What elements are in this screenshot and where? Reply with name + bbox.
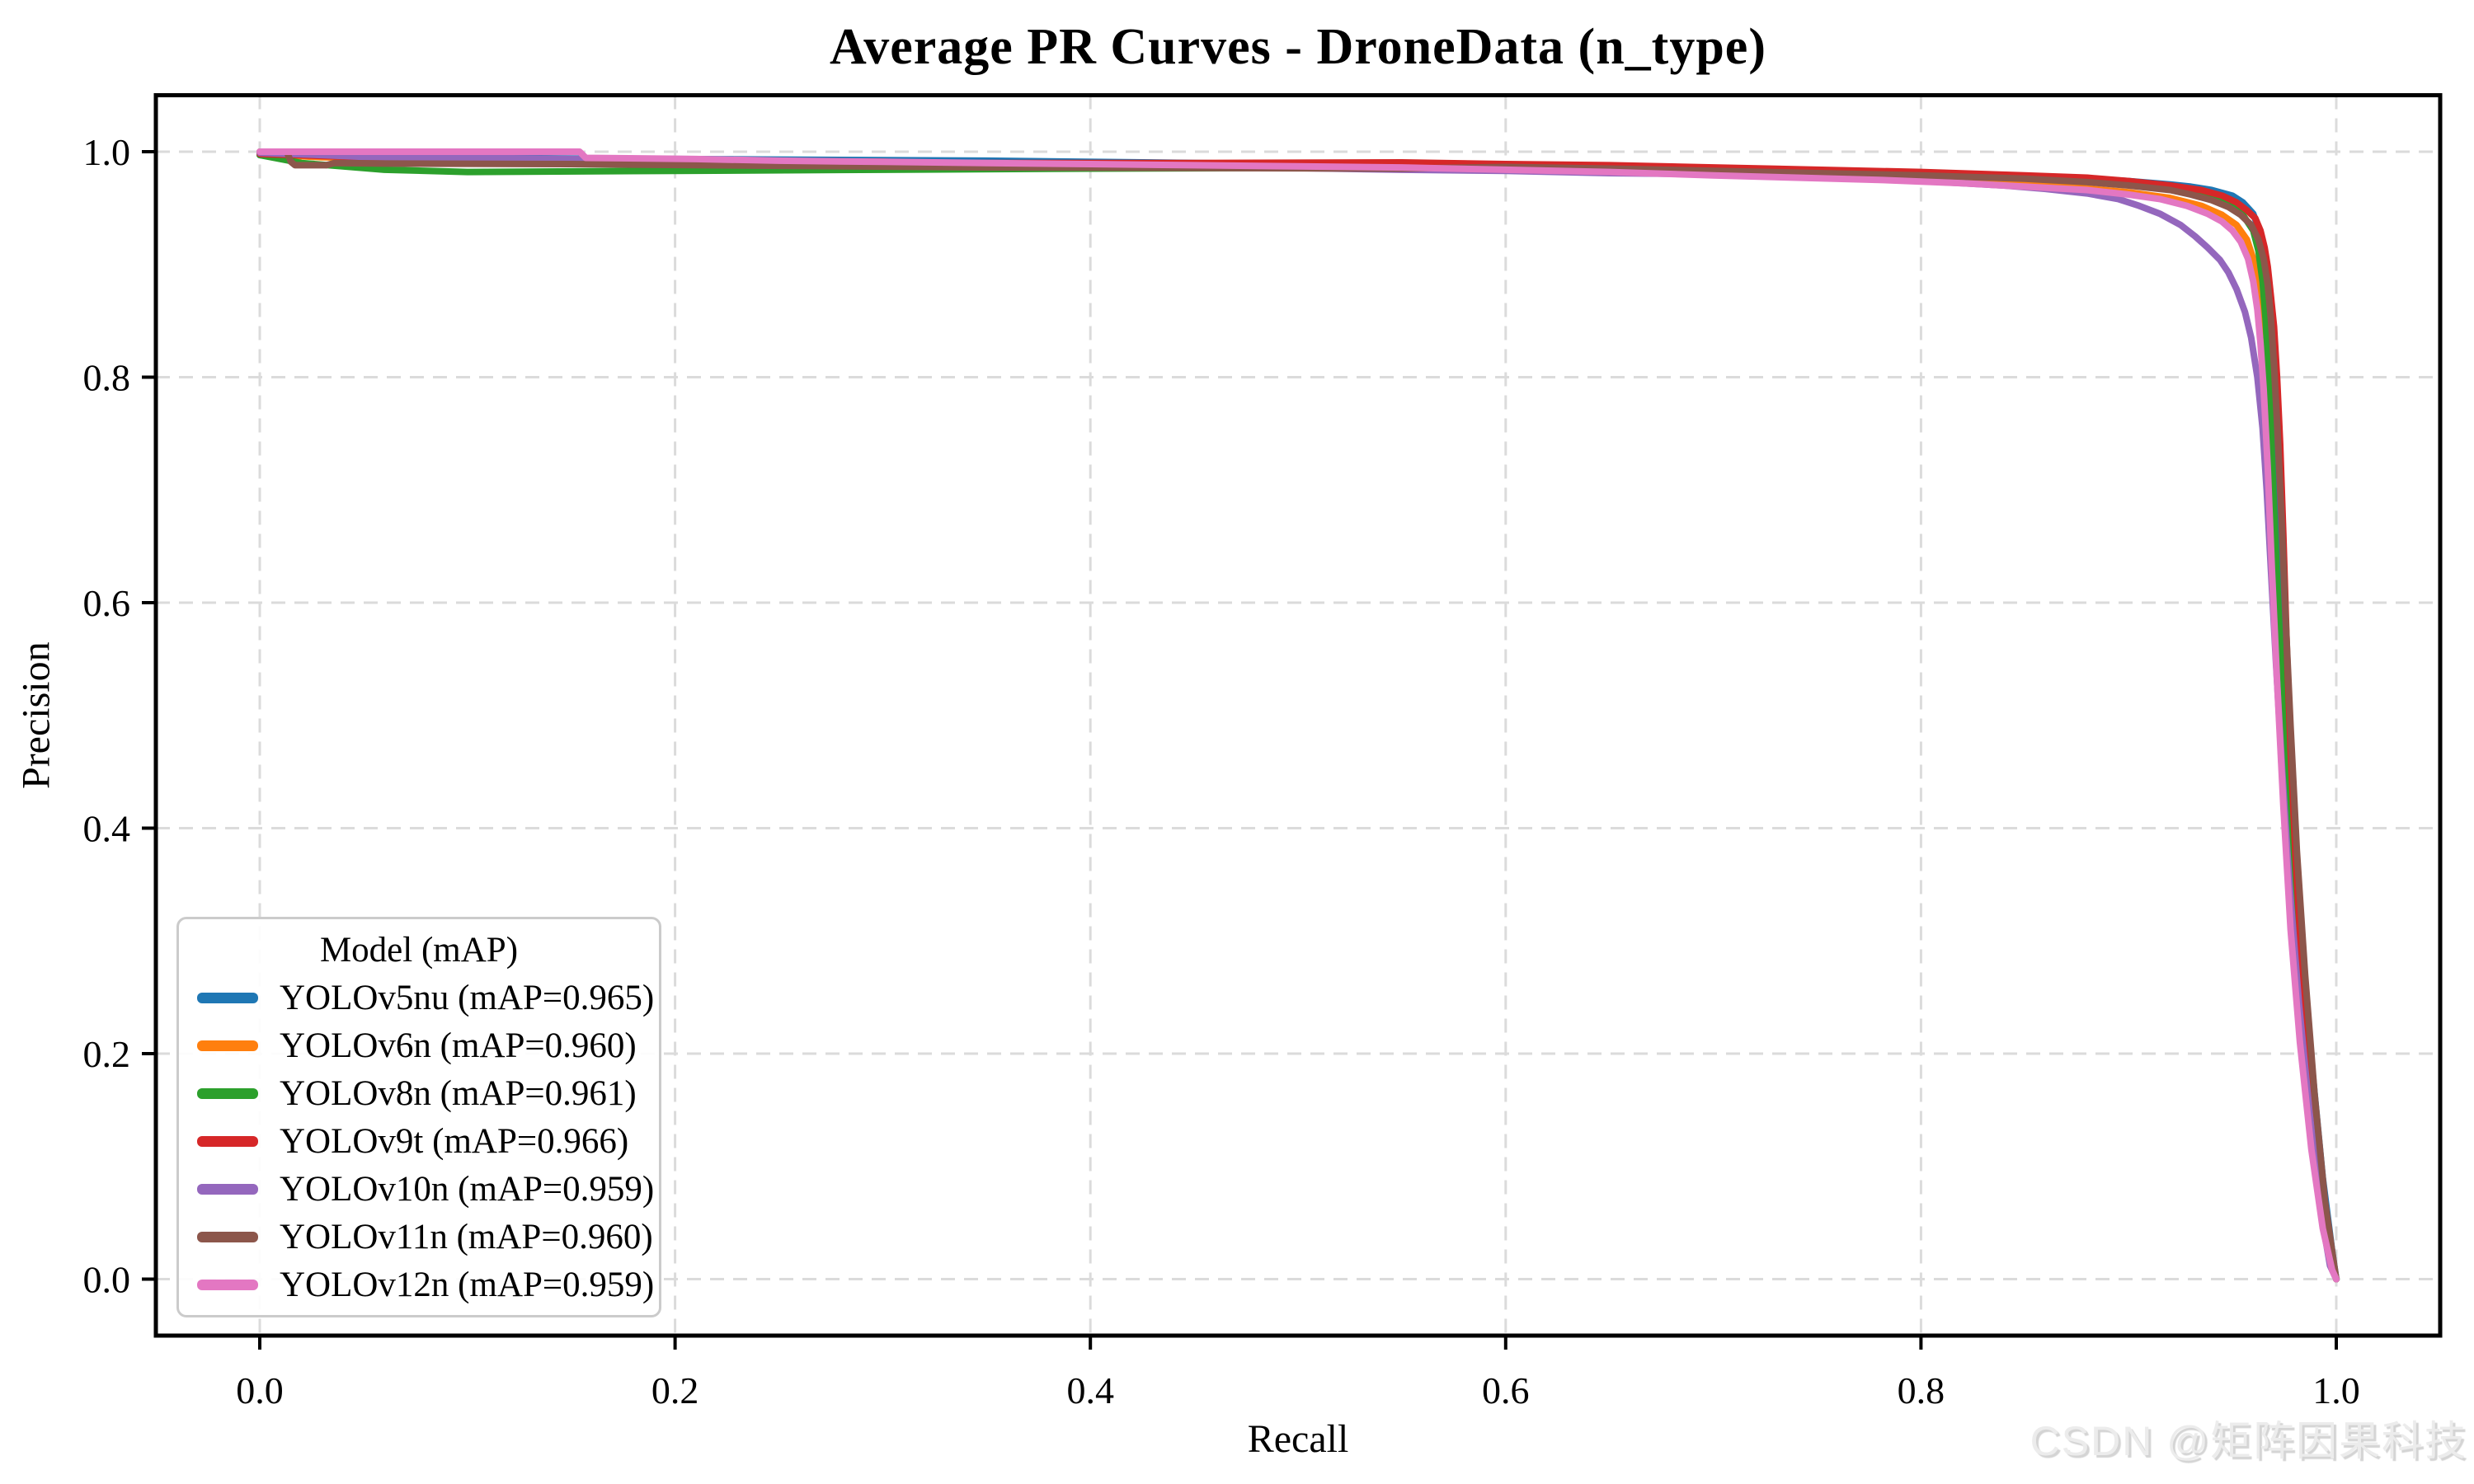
x-tick-label: 0.4 — [1066, 1369, 1114, 1411]
x-axis-label: Recall — [1247, 1417, 1349, 1461]
chart-title: Average PR Curves - DroneData (n_type) — [830, 19, 1766, 75]
y-tick-label: 0.2 — [83, 1033, 131, 1075]
series-YOLOv11n — [256, 148, 2340, 1283]
pr-curves — [256, 148, 2340, 1283]
legend-item-YOLOv9t: YOLOv9t (mAP=0.966) — [179, 1117, 659, 1165]
legend-item-YOLOv5nu: YOLOv5nu (mAP=0.965) — [179, 974, 659, 1021]
legend-swatch-YOLOv9t — [197, 1135, 258, 1147]
x-tick-label: 0.8 — [1898, 1369, 1945, 1411]
legend-rows: YOLOv5nu (mAP=0.965) YOLOv6n (mAP=0.960) Y… — [179, 974, 659, 1308]
legend-swatch-YOLOv11n — [197, 1231, 258, 1242]
legend-label: YOLOv11n (mAP=0.960) — [280, 1217, 653, 1256]
x-tick-label: 0.2 — [651, 1369, 699, 1411]
y-axis-label: Precision — [14, 641, 59, 789]
x-tick-label: 1.0 — [2312, 1369, 2360, 1411]
watermark-text: CSDN @矩阵因果科技 — [2030, 1418, 2467, 1464]
legend-label: YOLOv9t (mAP=0.966) — [280, 1121, 629, 1161]
legend-label: YOLOv10n (mAP=0.959) — [280, 1169, 655, 1209]
legend-swatch-YOLOv10n — [197, 1183, 258, 1195]
legend-item-YOLOv12n: YOLOv12n (mAP=0.959) — [179, 1261, 659, 1308]
legend-swatch-YOLOv8n — [197, 1087, 258, 1099]
x-tick-label: 0.6 — [1482, 1369, 1530, 1411]
legend-swatch-YOLOv6n — [197, 1040, 258, 1051]
legend-label: YOLOv8n (mAP=0.961) — [280, 1073, 637, 1113]
y-tick-label: 0.0 — [83, 1259, 131, 1301]
axes-spines — [153, 93, 2443, 1338]
legend-label: YOLOv12n (mAP=0.959) — [280, 1265, 655, 1304]
x-tick-label: 0.0 — [236, 1369, 284, 1411]
legend-item-YOLOv11n: YOLOv11n (mAP=0.960) — [179, 1213, 659, 1261]
legend-label: YOLOv5nu (mAP=0.965) — [280, 978, 655, 1017]
legend-item-YOLOv6n: YOLOv6n (mAP=0.960) — [179, 1021, 659, 1069]
legend-swatch-YOLOv5nu — [197, 992, 258, 1003]
legend-item-YOLOv8n: YOLOv8n (mAP=0.961) — [179, 1069, 659, 1117]
axis-ticks — [142, 150, 2338, 1350]
series-YOLOv12n — [256, 148, 2340, 1283]
legend-title: Model (mAP) — [319, 931, 519, 970]
y-tick-label: 0.6 — [83, 582, 131, 624]
axis-tick-labels: 0.0 0.2 0.4 0.6 0.8 1.0 0.0 0.2 0.4 0.6 0.8 1.0 — [83, 131, 2360, 1411]
y-tick-label: 1.0 — [83, 131, 131, 173]
legend-item-YOLOv10n: YOLOv10n (mAP=0.959) — [179, 1165, 659, 1213]
legend-label: YOLOv6n (mAP=0.960) — [280, 1026, 637, 1065]
legend: Model (mAP) YOLOv5nu (mAP=0.965) YOLOv6n … — [176, 917, 661, 1317]
y-tick-label: 0.8 — [83, 357, 131, 399]
legend-swatch-YOLOv12n — [197, 1279, 258, 1290]
y-tick-label: 0.4 — [83, 808, 131, 850]
